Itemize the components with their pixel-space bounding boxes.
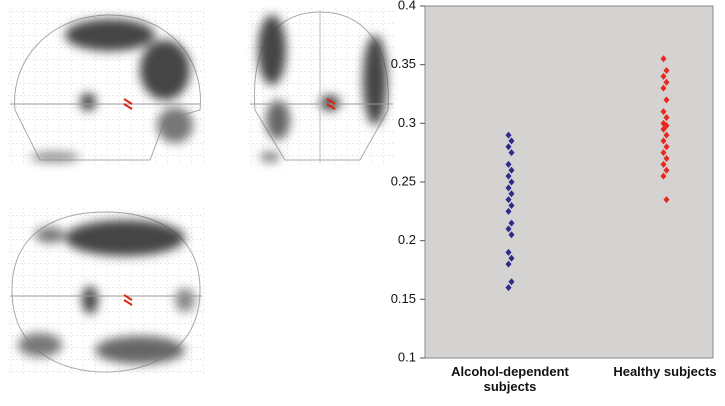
dot: [660, 149, 667, 157]
dot: [663, 113, 670, 121]
dot: [505, 284, 512, 292]
dot: [505, 248, 512, 256]
category-label: Alcohol-dependent subjects: [451, 364, 569, 394]
dot: [663, 122, 670, 130]
dot: [505, 172, 512, 180]
dot: [660, 108, 667, 116]
dot: [505, 260, 512, 268]
y-tick-label: 0.35: [391, 56, 416, 71]
brain-coronal: [248, 8, 395, 165]
plot-area: [424, 5, 714, 359]
dot: [508, 231, 515, 239]
dot: [505, 160, 512, 168]
dot: [508, 137, 515, 145]
y-tick-label: 0.15: [391, 291, 416, 306]
dot: [660, 72, 667, 80]
dot: [660, 160, 667, 168]
dot: [663, 143, 670, 151]
dot: [508, 278, 515, 286]
category-label: Healthy subjects: [613, 364, 717, 379]
dot: [508, 219, 515, 227]
dot: [660, 84, 667, 92]
dot: [508, 166, 515, 174]
dot: [505, 184, 512, 192]
y-tick-label: 0.1: [398, 349, 416, 364]
dot: [663, 96, 670, 104]
dot: [505, 207, 512, 215]
brain-axial: [8, 208, 205, 375]
dot: [508, 254, 515, 262]
dot: [505, 143, 512, 151]
y-tick-label: 0.4: [398, 0, 416, 12]
dot: [508, 149, 515, 157]
dot: [508, 201, 515, 209]
brain-sagittal: [8, 8, 205, 165]
dot: [663, 155, 670, 163]
dot: [660, 125, 667, 133]
dot: [508, 190, 515, 198]
dot: [505, 225, 512, 233]
dot: [663, 196, 670, 204]
dot: [660, 137, 667, 145]
dot: [660, 172, 667, 180]
dot: [505, 131, 512, 139]
dot: [663, 78, 670, 86]
y-tick-label: 0.3: [398, 115, 416, 130]
dot: [508, 178, 515, 186]
dot: [663, 166, 670, 174]
dot: [660, 55, 667, 63]
y-tick-label: 0.2: [398, 232, 416, 247]
y-tick-label: 0.25: [391, 173, 416, 188]
dot: [663, 131, 670, 139]
dot: [505, 196, 512, 204]
dot: [663, 67, 670, 75]
